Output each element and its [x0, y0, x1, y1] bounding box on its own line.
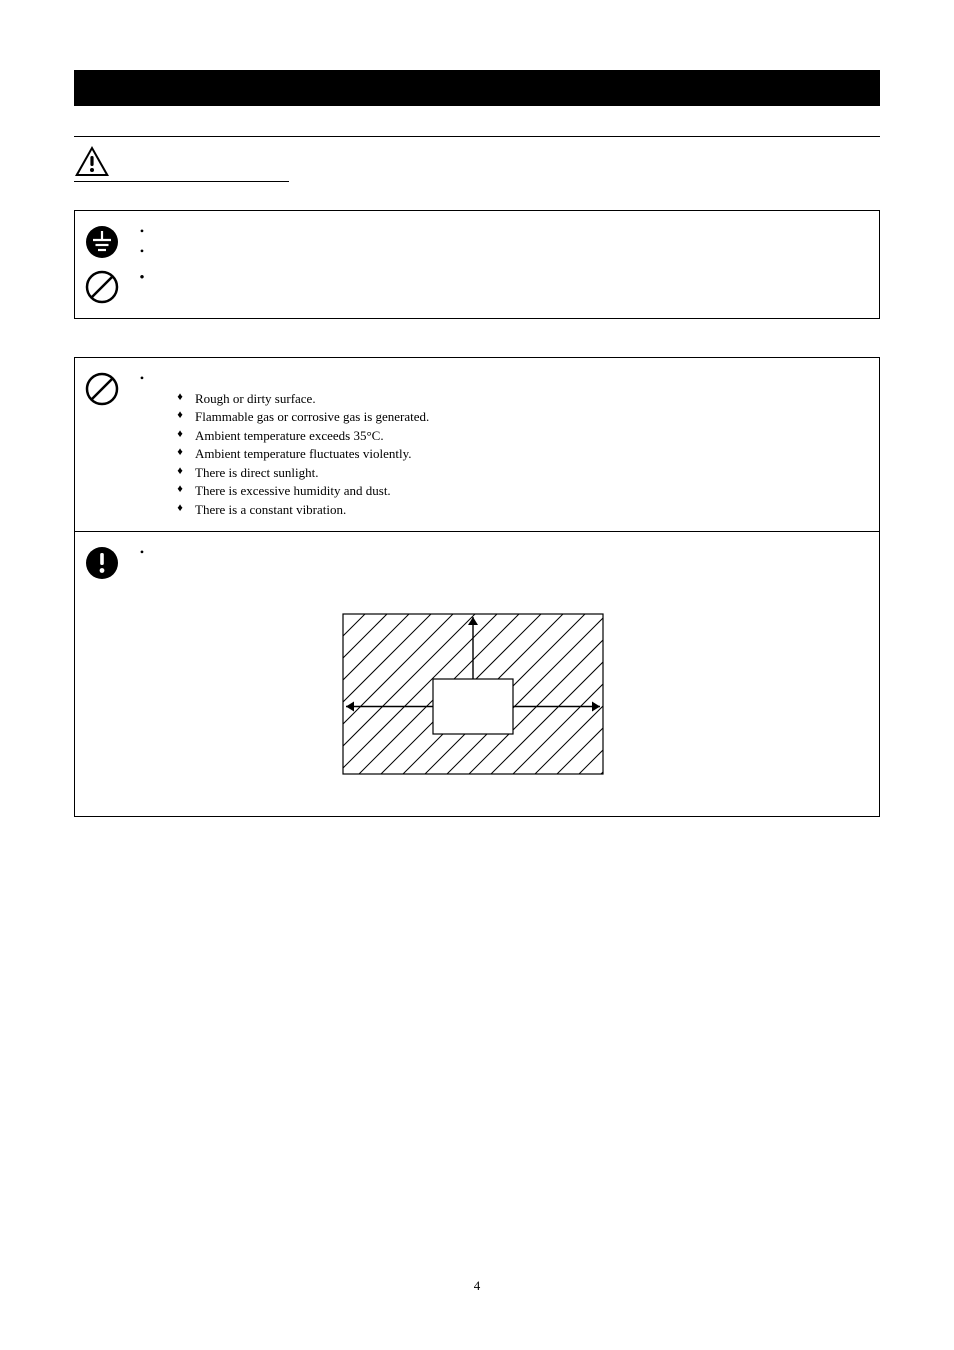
bullet-icon: •: [137, 268, 147, 288]
list-text: Flammable gas or corrosive gas is genera…: [195, 408, 429, 426]
list-text: There is direct sunlight.: [195, 464, 318, 482]
warning-triangle-icon: [74, 145, 110, 177]
bullet-text: [157, 370, 160, 388]
bullet-item: •: [137, 243, 861, 261]
section-banner: [74, 70, 880, 106]
warning-box-1: • • •: [74, 210, 880, 319]
bullet-icon: •: [137, 544, 147, 562]
bullet-item: •: [137, 544, 861, 562]
list-text: Ambient temperature exceeds 35°C.: [195, 427, 384, 445]
diamond-icon: ♦: [175, 501, 185, 519]
diamond-icon: ♦: [175, 427, 185, 445]
page-number: 4: [0, 1278, 954, 1294]
bullet-item: •: [137, 223, 861, 241]
diamond-icon: ♦: [175, 482, 185, 500]
inner-divider: [75, 531, 879, 532]
bullet-text: [157, 243, 160, 261]
prohibit-icon: [85, 372, 123, 406]
list-text: There is a constant vibration.: [195, 501, 346, 519]
environment-list: ♦ Rough or dirty surface. ♦ Flammable gas …: [175, 390, 861, 519]
divider: [74, 136, 880, 137]
bullet-text: [157, 268, 160, 288]
list-text: Ambient temperature fluctuates violently…: [195, 445, 411, 463]
bullet-item: •: [137, 370, 861, 388]
bullet-icon: •: [137, 243, 147, 261]
list-item: ♦ Rough or dirty surface.: [175, 390, 861, 408]
bullet-icon: •: [137, 370, 147, 388]
mid-label: [74, 337, 880, 353]
list-item: ♦ There is excessive humidity and dust.: [175, 482, 861, 500]
caution-box: • ♦ Rough or dirty surface. ♦ Flammable ga…: [74, 357, 880, 817]
bullet-text: [157, 544, 160, 562]
prohibit-icon: [85, 270, 123, 304]
diamond-icon: ♦: [175, 445, 185, 463]
diamond-icon: ♦: [175, 408, 185, 426]
list-text: Rough or dirty surface.: [195, 390, 316, 408]
mandatory-icon: [85, 546, 123, 580]
diamond-icon: ♦: [175, 464, 185, 482]
warning-header: [74, 145, 289, 182]
clearance-diagram: [85, 594, 861, 794]
list-item: ♦ There is direct sunlight.: [175, 464, 861, 482]
diamond-icon: ♦: [175, 390, 185, 408]
list-text: There is excessive humidity and dust.: [195, 482, 391, 500]
list-item: ♦ There is a constant vibration.: [175, 501, 861, 519]
ground-icon: [85, 225, 123, 259]
list-item: ♦ Flammable gas or corrosive gas is gener…: [175, 408, 861, 426]
bullet-item: •: [137, 268, 861, 288]
list-item: ♦ Ambient temperature fluctuates violentl…: [175, 445, 861, 463]
bullet-text: [157, 223, 160, 241]
bullet-icon: •: [137, 223, 147, 241]
list-item: ♦ Ambient temperature exceeds 35°C.: [175, 427, 861, 445]
